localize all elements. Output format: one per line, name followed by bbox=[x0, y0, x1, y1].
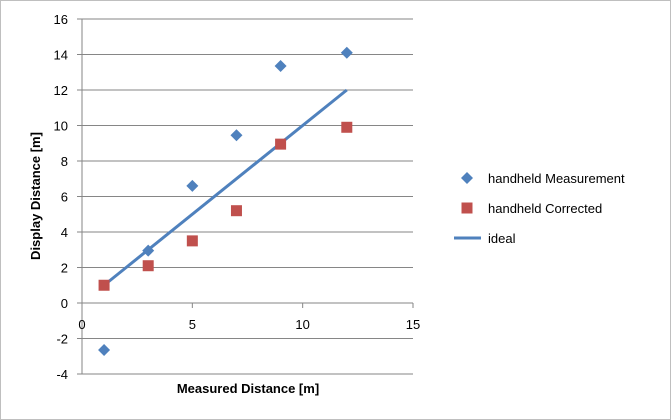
x-axis-title: Measured Distance [m] bbox=[177, 381, 319, 396]
data-point-corrected bbox=[230, 205, 242, 217]
x-tick-label: 10 bbox=[295, 317, 309, 332]
y-tick-label: 0 bbox=[61, 296, 68, 311]
data-point-measurement bbox=[230, 129, 243, 142]
y-tick-label: 2 bbox=[61, 261, 68, 276]
x-tick-label: 5 bbox=[189, 317, 196, 332]
legend-marker-square bbox=[461, 202, 473, 214]
y-tick-labels: -4 -2 0 2 4 6 8 10 12 14 16 bbox=[54, 12, 68, 382]
y-tick-label: 8 bbox=[61, 154, 68, 169]
data-point-corrected bbox=[186, 235, 198, 247]
y-tick-label: 4 bbox=[61, 225, 68, 240]
legend: handheld Measurement handheld Corrected id… bbox=[454, 171, 625, 246]
axes bbox=[77, 18, 414, 375]
legend-marker-diamond bbox=[461, 172, 473, 184]
y-tick-label: 12 bbox=[54, 83, 68, 98]
y-tick-label: 6 bbox=[61, 190, 68, 205]
data-point-measurement bbox=[340, 46, 353, 59]
y-tick-label: 14 bbox=[54, 48, 68, 63]
y-axis-title: Display Distance [m] bbox=[28, 132, 43, 260]
legend-label: ideal bbox=[488, 231, 516, 246]
data-point-corrected bbox=[142, 260, 154, 272]
data-point-corrected bbox=[341, 121, 353, 133]
legend-label: handheld Corrected bbox=[488, 201, 602, 216]
series-line-ideal bbox=[103, 88, 348, 287]
y-tick-label: -4 bbox=[56, 367, 68, 382]
legend-label: handheld Measurement bbox=[488, 171, 625, 186]
data-point-measurement bbox=[274, 60, 287, 73]
y-tick-label: 16 bbox=[54, 12, 68, 27]
x-tick-label: 0 bbox=[78, 317, 85, 332]
data-point-measurement bbox=[142, 244, 155, 257]
x-tick-labels: 0 5 10 15 bbox=[78, 317, 420, 332]
y-tick-label: 10 bbox=[54, 119, 68, 134]
data-point-measurement bbox=[186, 179, 199, 192]
y-tick-label: -2 bbox=[56, 332, 68, 347]
x-tick-label: 15 bbox=[406, 317, 420, 332]
data-point-measurement bbox=[98, 344, 111, 357]
data-point-corrected bbox=[98, 279, 110, 291]
gridlines bbox=[82, 18, 413, 375]
plot-series bbox=[98, 46, 353, 357]
data-point-corrected bbox=[275, 138, 287, 150]
